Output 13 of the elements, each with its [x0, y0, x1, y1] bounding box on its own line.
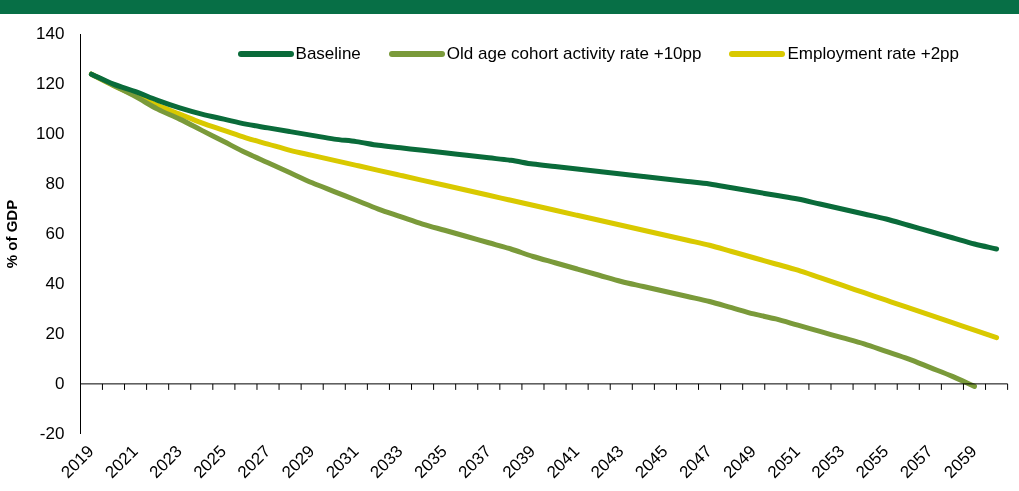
legend-label: Old age cohort activity rate +10pp: [446, 44, 702, 64]
legend-label: Employment rate +2pp: [787, 44, 959, 64]
y-tick-label: 0: [54, 373, 65, 393]
y-tick-label: -20: [39, 423, 65, 443]
y-tick-label: 60: [45, 223, 65, 243]
y-tick-label: 20: [45, 323, 65, 343]
y-axis-title: % of GDP: [3, 199, 21, 269]
y-tick-label: 80: [45, 173, 65, 193]
legend-label: Baseline: [295, 44, 361, 64]
y-tick-label: 100: [35, 123, 65, 143]
y-tick-label: 120: [35, 73, 65, 93]
y-tick-label: 140: [35, 23, 65, 43]
y-tick-label: 40: [45, 273, 65, 293]
